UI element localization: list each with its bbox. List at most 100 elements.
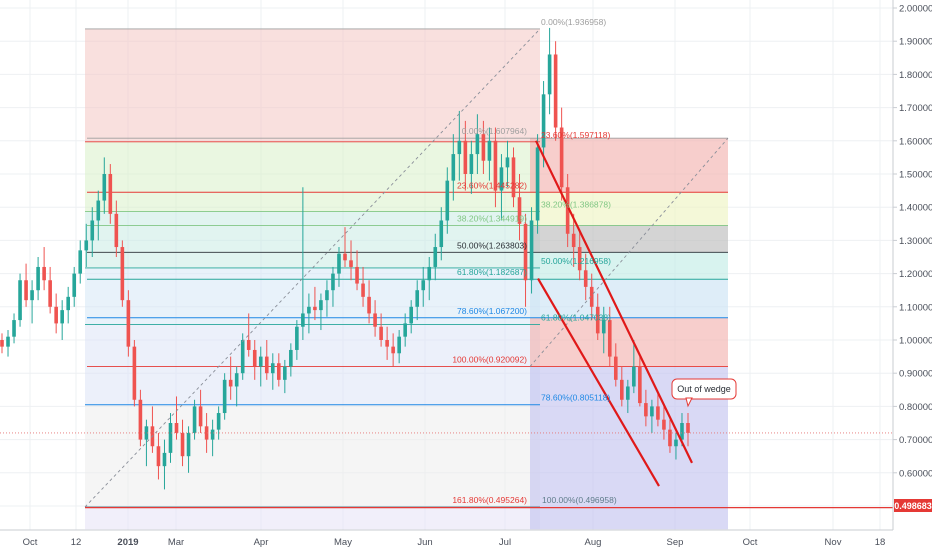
fib-label-big: 50.00%(1.216958)	[541, 256, 611, 266]
candle-body	[120, 247, 125, 301]
callout-pointer	[685, 397, 693, 408]
x-tick-label: 18	[875, 537, 886, 548]
candle-body	[96, 200, 101, 221]
candle-body	[439, 220, 444, 248]
candle-body	[228, 379, 233, 387]
fib-label-big: 38.20%(1.386878)	[541, 200, 611, 210]
candle-body	[258, 356, 263, 367]
candle-body	[283, 366, 287, 380]
fib-label-small: 50.00%(1.263803)	[457, 240, 527, 250]
candle-body	[270, 363, 275, 374]
candle-body	[553, 54, 558, 128]
annotation-callout[interactable]: Out of wedge	[671, 378, 737, 408]
fib-zone-big	[85, 506, 540, 530]
candle-body	[433, 247, 438, 267]
fib-label-big: 0.00%(1.936958)	[541, 17, 606, 27]
candle-body	[361, 283, 365, 297]
last-price-text: 0.498683	[894, 501, 932, 511]
fib-zone-big	[85, 28, 540, 142]
fib-label-big: 100.00%(0.496958)	[542, 495, 617, 505]
candle-body	[222, 379, 227, 414]
candle-body	[210, 429, 215, 440]
fib-label-small: 23.60%(1.445282)	[457, 180, 527, 190]
candle-body	[403, 323, 407, 337]
candle-body	[198, 406, 203, 427]
candle-body	[379, 326, 383, 340]
fib-labels: 0.00%(1.936958) 23.60%(1.597118) 38.20%(1.…	[452, 17, 617, 505]
callout-box[interactable]	[671, 378, 737, 400]
candle-body	[186, 432, 191, 457]
candle-body	[264, 356, 269, 374]
candle-body	[367, 296, 371, 314]
candle-body	[180, 432, 185, 457]
candle-body	[307, 306, 311, 314]
x-tick-label: Apr	[254, 537, 269, 548]
candle-body	[234, 373, 239, 387]
fib-label-big: 61.80%(1.047038)	[541, 312, 611, 322]
x-tick-label: Sep	[667, 537, 684, 548]
candle-body	[397, 336, 401, 354]
x-tick-label: 12	[71, 537, 82, 548]
candle-body	[583, 270, 588, 287]
last-price-tag: 0.498683	[894, 499, 932, 512]
fib-zone-small	[530, 279, 728, 318]
candle-body	[102, 174, 107, 201]
x-tick-label: Jun	[417, 537, 432, 548]
candle-body	[656, 406, 660, 420]
fib-label-small: 0.00%(1.607964)	[462, 126, 527, 136]
candle-body	[409, 306, 413, 324]
candle-body	[24, 280, 28, 301]
fib-zone-small	[530, 252, 728, 280]
y-tick-label: 1.300000	[899, 236, 932, 247]
candle-body	[632, 366, 636, 387]
candle-body	[174, 423, 179, 433]
fib-label-big: 78.60%(0.805118)	[541, 393, 610, 403]
time-axis[interactable]: Oct 12 2019 Mar Apr May Jun Jul Aug Sep Oct Nov 18	[0, 529, 893, 548]
y-tick-label: 1.100000	[899, 302, 932, 313]
candle-body	[90, 220, 95, 241]
candle-body	[589, 286, 594, 307]
candle-body	[84, 240, 89, 251]
drawings	[0, 28, 893, 508]
fib-label-small: 100.00%(0.920092)	[452, 355, 527, 365]
candle-body	[680, 423, 684, 440]
y-tick-label: 1.200000	[899, 269, 932, 280]
candle-body	[469, 154, 474, 174]
candle-body	[595, 306, 600, 334]
candle-body	[559, 127, 564, 188]
candle-body	[114, 213, 119, 248]
candle-body	[650, 406, 654, 417]
candle-body	[313, 306, 317, 311]
candle-body	[216, 413, 221, 430]
channel-lower-line	[537, 278, 660, 487]
candle-body	[499, 167, 504, 191]
candle-body	[204, 426, 209, 440]
candle-body	[571, 233, 576, 248]
candle-body	[607, 320, 612, 357]
candle-body	[620, 379, 624, 400]
candle-body	[511, 157, 516, 198]
candle-body	[385, 340, 389, 347]
candle-body	[295, 326, 299, 350]
x-tick-label: Oct	[23, 537, 38, 548]
x-tick-label: Aug	[585, 537, 602, 548]
candle-body	[662, 419, 666, 430]
fib-zone-big	[85, 211, 540, 268]
fib-trend-line-big	[84, 28, 541, 508]
candle-body	[445, 180, 450, 221]
candle-body	[337, 253, 341, 274]
last-price-box	[894, 499, 932, 512]
candle-body	[246, 340, 251, 350]
candle-body	[626, 386, 630, 400]
fib-zone-small	[530, 317, 728, 367]
candle-body	[319, 300, 323, 311]
candle-body	[331, 273, 335, 291]
candle-body	[12, 320, 16, 337]
candle-body	[162, 452, 167, 467]
